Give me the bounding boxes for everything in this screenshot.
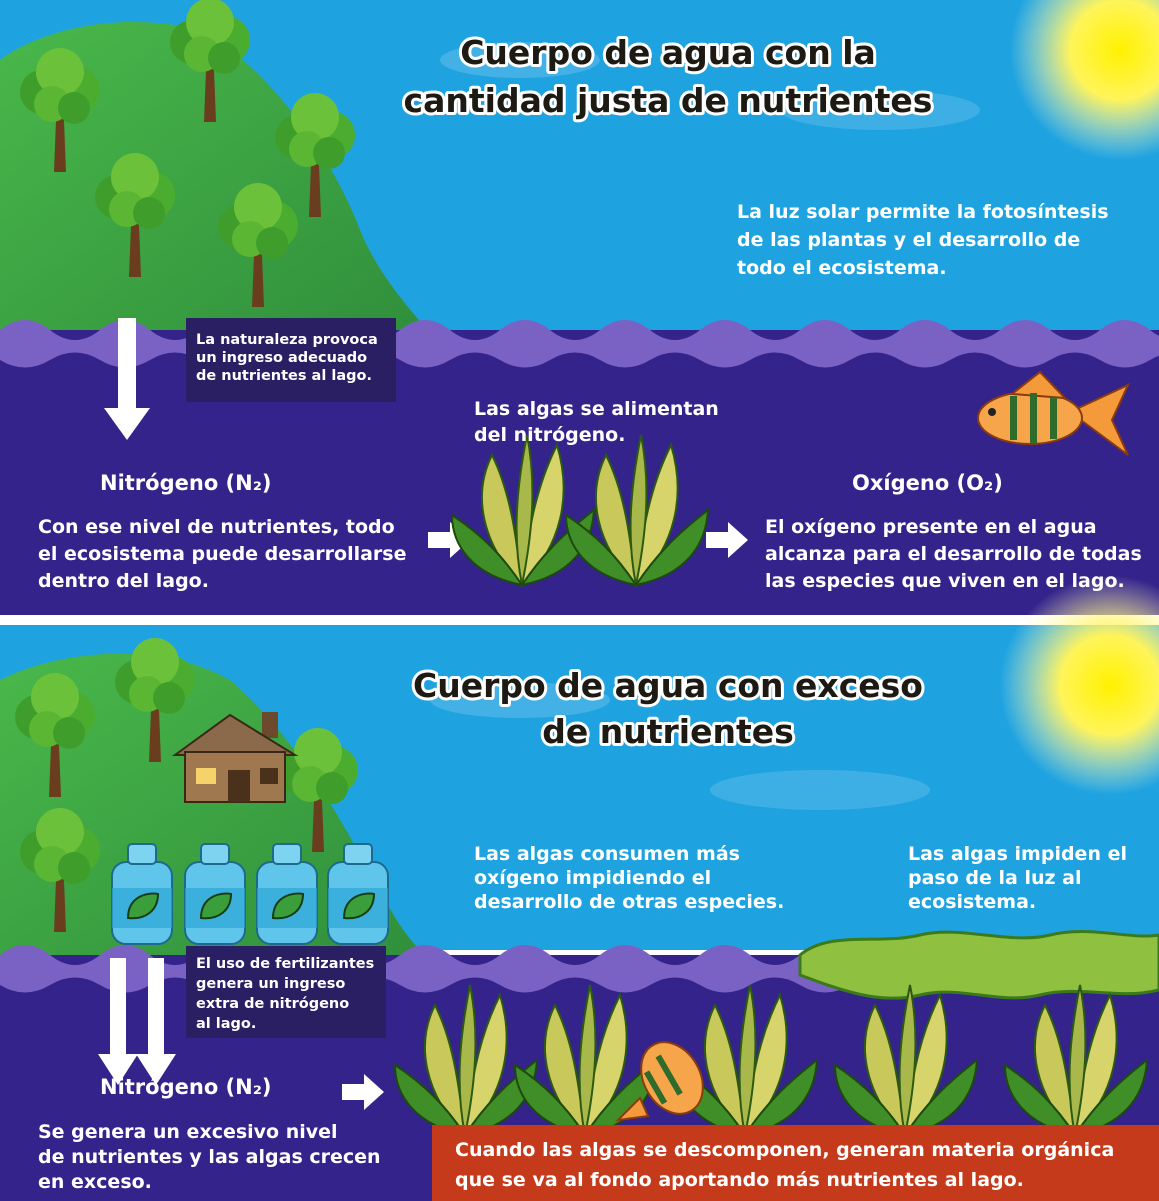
algae-oxygen-note: Las algas consumen más — [474, 843, 740, 865]
oxygen-label: Oxígeno (O₂) — [852, 471, 1003, 495]
fertilizer-note: al lago. — [196, 1016, 256, 1032]
nitrogen-label: Nitrógeno (N₂) — [100, 1075, 272, 1099]
page: Eutrofización html, body { margin: 0; pa… — [0, 0, 1159, 1201]
oxygen-note: El oxígeno presente en el agua — [765, 516, 1097, 538]
nitrogen-note: de nutrientes y las algas crecen — [38, 1146, 381, 1168]
title: de nutrientes — [542, 712, 794, 751]
algae-mat — [800, 931, 1159, 998]
decomposition-note: Cuando las algas se descomponen, generan… — [455, 1139, 1114, 1161]
title: Cuerpo de agua con la — [460, 33, 876, 72]
algae-oxygen-note: oxígeno impidiendo el — [474, 867, 711, 889]
algae-note: Las algas se alimentan — [474, 398, 719, 420]
oxygen-note: alcanza para el desarrollo de todas — [765, 543, 1142, 565]
nature-note: de nutrientes al lago. — [196, 368, 372, 384]
sun-note: La luz solar permite la fotosíntesis — [737, 201, 1109, 223]
page-body: { "top": { "title": ["Cuerpo de agua con… — [0, 0, 1159, 1201]
fertilizer-note: extra de nitrógeno — [196, 996, 349, 1012]
separator — [0, 615, 1159, 625]
nitrogen-note: en exceso. — [38, 1171, 152, 1193]
title: cantidad justa de nutrientes — [404, 81, 933, 120]
sun-note: todo el ecosistema. — [737, 257, 947, 279]
title: Cuerpo de agua con exceso — [413, 666, 923, 705]
algae-oxygen-note: desarrollo de otras especies. — [474, 891, 784, 913]
infographic: Cuerpo de agua con la cantidad justa de n… — [0, 0, 1159, 1201]
oxygen-note: las especies que viven en el lago. — [765, 570, 1125, 592]
algae-light-note: ecosistema. — [908, 891, 1036, 913]
cloud — [710, 770, 930, 810]
sun-note: de las plantas y el desarrollo de — [737, 229, 1080, 251]
algae-note: del nitrógeno. — [474, 424, 625, 446]
nitrogen-note: Se genera un excesivo nivel — [38, 1121, 338, 1143]
nitrogen-note: Con ese nivel de nutrientes, todo — [38, 516, 395, 538]
fertilizer-note: El uso de fertilizantes — [196, 956, 374, 972]
nature-note: un ingreso adecuado — [196, 350, 367, 366]
algae-light-note: paso de la luz al — [908, 867, 1082, 889]
nitrogen-note: el ecosistema puede desarrollarse — [38, 543, 407, 565]
decomposition-note: que se va al fondo aportando más nutrien… — [455, 1169, 1024, 1191]
nitrogen-label: Nitrógeno (N₂) — [100, 471, 272, 495]
algae-light-note: Las algas impiden el — [908, 843, 1127, 865]
nature-note: La naturaleza provoca — [196, 332, 378, 348]
fertilizer-note: genera un ingreso — [196, 976, 345, 992]
nitrogen-note: dentro del lago. — [38, 570, 209, 592]
